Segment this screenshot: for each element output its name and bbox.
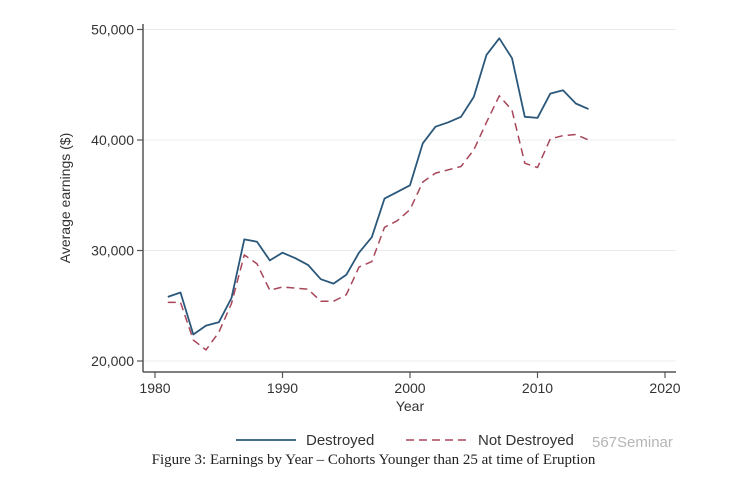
- x-tick-label: 2010: [522, 380, 553, 396]
- legend: Destroyed Not Destroyed: [236, 432, 574, 449]
- x-axis-title: Year: [396, 398, 425, 414]
- y-tick-label: 20,000: [91, 353, 134, 369]
- series-lines: [167, 37, 589, 351]
- x-tick-label: 1980: [139, 380, 170, 396]
- x-axis-ticks: 1980 1990 2000 2010 2020: [139, 372, 681, 396]
- series-line-not-destroyed: [167, 95, 589, 351]
- x-tick-label: 2000: [394, 380, 425, 396]
- series-line-destroyed: [167, 37, 589, 336]
- figure-caption: Figure 3: Earnings by Year – Cohorts You…: [151, 452, 596, 468]
- y-tick-label: 50,000: [91, 22, 134, 38]
- gridlines: [143, 29, 676, 362]
- y-axis-ticks: 20,000 30,000 40,000 50,000: [91, 22, 143, 369]
- x-tick-label: 2020: [649, 380, 680, 396]
- x-tick-label: 1990: [267, 380, 298, 396]
- y-axis-title: Average earnings ($): [57, 133, 73, 263]
- legend-label-destroyed: Destroyed: [306, 432, 374, 449]
- y-tick-label: 40,000: [91, 132, 134, 148]
- watermark: 567Seminar: [592, 434, 673, 451]
- legend-label-not-destroyed: Not Destroyed: [478, 432, 574, 449]
- y-tick-label: 30,000: [91, 243, 134, 259]
